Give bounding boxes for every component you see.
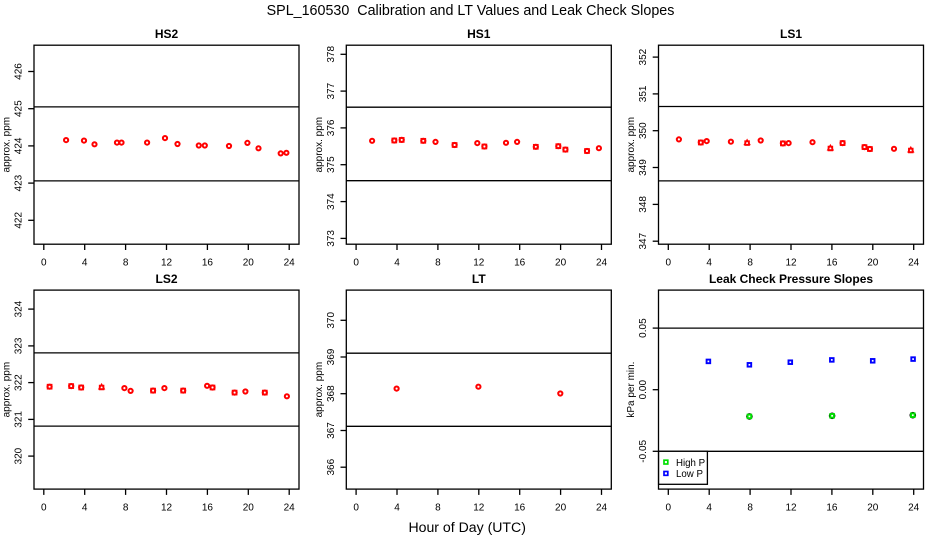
svg-text:422: 422 (14, 212, 25, 229)
svg-text:kPa per min.: kPa per min. (626, 362, 637, 418)
svg-text:20: 20 (243, 502, 255, 513)
svg-text:approx. ppm: approx. ppm (2, 362, 13, 418)
svg-text:0: 0 (666, 502, 672, 513)
svg-text:20: 20 (867, 502, 879, 513)
svg-text:424: 424 (14, 137, 25, 154)
svg-text:-0.05: -0.05 (638, 439, 649, 462)
svg-text:0: 0 (353, 502, 359, 513)
svg-text:4: 4 (82, 502, 88, 513)
svg-text:24: 24 (596, 257, 608, 268)
svg-text:348: 348 (638, 196, 649, 213)
svg-text:16: 16 (514, 502, 526, 513)
svg-text:12: 12 (473, 502, 485, 513)
svg-text:378: 378 (326, 46, 337, 63)
svg-text:HS2: HS2 (155, 27, 179, 41)
svg-text:350: 350 (638, 122, 649, 139)
svg-text:0: 0 (41, 502, 47, 513)
svg-text:Leak Check Pressure Slopes: Leak Check Pressure Slopes (709, 272, 873, 286)
svg-text:20: 20 (243, 257, 255, 268)
svg-text:24: 24 (908, 257, 920, 268)
svg-text:349: 349 (638, 159, 649, 176)
svg-text:324: 324 (14, 300, 25, 317)
svg-text:8: 8 (435, 502, 441, 513)
svg-text:16: 16 (826, 502, 838, 513)
svg-text:4: 4 (706, 257, 712, 268)
svg-text:4: 4 (82, 257, 88, 268)
svg-text:16: 16 (826, 257, 838, 268)
svg-text:24: 24 (284, 257, 296, 268)
svg-text:approx. ppm: approx. ppm (314, 362, 325, 418)
svg-text:High P: High P (676, 458, 705, 469)
svg-text:24: 24 (596, 502, 608, 513)
svg-text:370: 370 (326, 312, 337, 329)
svg-text:0: 0 (666, 257, 672, 268)
svg-text:12: 12 (785, 257, 797, 268)
svg-text:Low P: Low P (676, 469, 703, 480)
svg-text:352: 352 (638, 48, 649, 65)
svg-text:24: 24 (284, 502, 296, 513)
svg-text:16: 16 (514, 257, 526, 268)
svg-text:321: 321 (14, 411, 25, 428)
svg-text:Hour of Day (UTC): Hour of Day (UTC) (408, 519, 525, 535)
svg-text:376: 376 (326, 119, 337, 136)
svg-text:approx. ppm: approx. ppm (2, 117, 13, 173)
svg-text:approx. ppm: approx. ppm (314, 117, 325, 173)
svg-text:351: 351 (638, 85, 649, 102)
svg-text:20: 20 (555, 502, 567, 513)
svg-text:369: 369 (326, 348, 337, 365)
svg-text:8: 8 (435, 257, 441, 268)
svg-text:LS2: LS2 (155, 272, 177, 286)
svg-text:0: 0 (41, 257, 47, 268)
svg-text:0.00: 0.00 (638, 380, 649, 400)
svg-text:20: 20 (867, 257, 879, 268)
svg-text:4: 4 (394, 502, 400, 513)
svg-text:426: 426 (14, 63, 25, 80)
svg-text:8: 8 (123, 502, 129, 513)
svg-text:322: 322 (14, 374, 25, 391)
svg-text:12: 12 (785, 502, 797, 513)
svg-text:16: 16 (202, 257, 214, 268)
svg-text:approx. ppm: approx. ppm (626, 117, 637, 173)
svg-text:12: 12 (161, 257, 173, 268)
svg-text:8: 8 (747, 502, 753, 513)
svg-text:20: 20 (555, 257, 567, 268)
svg-text:366: 366 (326, 458, 337, 475)
svg-text:12: 12 (161, 502, 173, 513)
svg-text:8: 8 (747, 257, 753, 268)
svg-text:8: 8 (123, 257, 129, 268)
svg-text:368: 368 (326, 385, 337, 402)
svg-text:24: 24 (908, 502, 920, 513)
svg-text:373: 373 (326, 230, 337, 247)
svg-text:425: 425 (14, 100, 25, 117)
svg-text:4: 4 (394, 257, 400, 268)
svg-text:SPL_160530 Calibration and LT: SPL_160530 Calibration and LT Values and… (267, 3, 675, 19)
svg-text:4: 4 (706, 502, 712, 513)
svg-text:HS1: HS1 (467, 27, 491, 41)
svg-text:347: 347 (638, 232, 649, 249)
svg-text:323: 323 (14, 337, 25, 354)
svg-text:LS1: LS1 (780, 27, 802, 41)
svg-text:320: 320 (14, 447, 25, 464)
svg-text:0: 0 (353, 257, 359, 268)
svg-text:16: 16 (202, 502, 214, 513)
svg-text:LT: LT (472, 272, 486, 286)
svg-text:423: 423 (14, 174, 25, 191)
svg-text:367: 367 (326, 422, 337, 439)
svg-text:375: 375 (326, 156, 337, 173)
svg-text:377: 377 (326, 82, 337, 99)
svg-text:12: 12 (473, 257, 485, 268)
svg-text:374: 374 (326, 193, 337, 210)
svg-text:0.05: 0.05 (638, 318, 649, 338)
